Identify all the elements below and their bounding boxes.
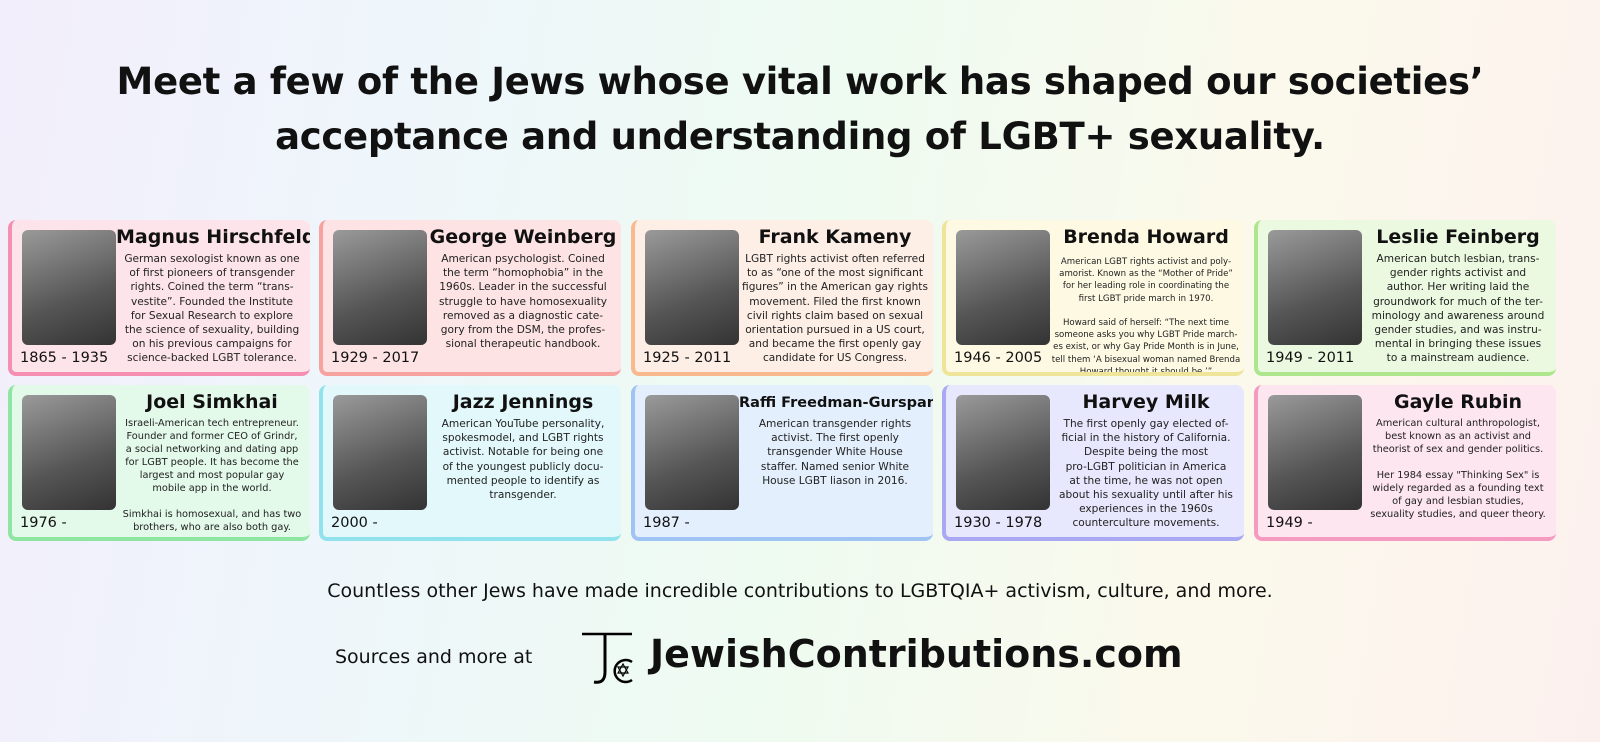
- page-title: Meet a few of the Jews whose vital work …: [0, 54, 1600, 164]
- portrait-photo: [645, 230, 739, 345]
- title-line-1: Meet a few of the Jews whose vital work …: [116, 60, 1484, 103]
- person-name: Joel Simkhai: [146, 391, 278, 413]
- person-years: 1930 - 1978: [954, 515, 1043, 531]
- person-description: The first openly gay elected of- ficial …: [1059, 418, 1233, 530]
- person-name: Frank Kameny: [758, 226, 912, 248]
- portrait-photo: [22, 230, 116, 345]
- person-card: Brenda Howard American LGBT rights activi…: [942, 220, 1244, 376]
- person-name: Brenda Howard: [1063, 226, 1229, 248]
- person-card: Gayle Rubin American cultural anthropolog…: [1254, 385, 1556, 541]
- person-years: 1865 - 1935: [20, 350, 109, 366]
- person-name: Harvey Milk: [1082, 391, 1210, 413]
- person-years: 1987 -: [643, 515, 690, 531]
- person-name: Gayle Rubin: [1393, 391, 1523, 413]
- person-name: Jazz Jennings: [452, 391, 594, 413]
- portrait-photo: [1268, 395, 1362, 510]
- person-description: Israeli-American tech entrepreneur. Foun…: [122, 418, 302, 533]
- person-card: Frank Kameny LGBT rights activist often r…: [631, 220, 933, 376]
- portrait-photo: [645, 395, 739, 510]
- person-card: Magnus Hirschfeld German sexologist known…: [8, 220, 310, 376]
- person-name: Raffi Freedman-Gurspan: [739, 395, 933, 411]
- person-card: Jazz Jennings American YouTube personalit…: [319, 385, 621, 541]
- person-years: 2000 -: [331, 515, 378, 531]
- person-years: 1976 -: [20, 515, 67, 531]
- person-description: American cultural anthropologist, best k…: [1370, 418, 1546, 520]
- person-card: Joel Simkhai Israeli-American tech entrep…: [8, 385, 310, 541]
- person-card: George Weinberg American psychologist. Co…: [319, 220, 621, 376]
- person-years: 1929 - 2017: [331, 350, 420, 366]
- person-description: LGBT rights activist often referred to a…: [742, 253, 928, 365]
- person-name: Magnus Hirschfeld: [116, 226, 310, 248]
- portrait-photo: [1268, 230, 1362, 345]
- portrait-photo: [956, 395, 1050, 510]
- sources-label: Sources and more at: [335, 646, 533, 668]
- person-description: American butch lesbian, trans- gender ri…: [1371, 253, 1545, 365]
- portrait-photo: [333, 230, 427, 345]
- person-description: American LGBT rights activist and poly- …: [1051, 257, 1241, 376]
- person-description: American YouTube personality, spokesmode…: [441, 418, 605, 502]
- person-card: Harvey Milk The first openly gay elected …: [942, 385, 1244, 541]
- person-name: Leslie Feinberg: [1376, 226, 1540, 248]
- site-link[interactable]: JewishContributions.com: [650, 632, 1183, 676]
- portrait-photo: [22, 395, 116, 510]
- jc-logo: [582, 632, 633, 684]
- person-years: 1949 -: [1266, 515, 1313, 531]
- person-description: German sexologist known as one of first …: [124, 253, 300, 365]
- person-card: Leslie Feinberg American butch lesbian, t…: [1254, 220, 1556, 376]
- portrait-photo: [333, 395, 427, 510]
- portrait-photo: [956, 230, 1050, 345]
- person-name: George Weinberg: [429, 226, 617, 248]
- person-years: 1925 - 2011: [643, 350, 732, 366]
- person-description: American transgender rights activist. Th…: [758, 418, 912, 487]
- title-line-2: acceptance and understanding of LGBT+ se…: [275, 115, 1325, 158]
- person-years: 1949 - 2011: [1266, 350, 1355, 366]
- person-description: American psychologist. Coined the term “…: [438, 253, 607, 351]
- person-card: Raffi Freedman-Gurspan American transgend…: [631, 385, 933, 541]
- person-years: 1946 - 2005: [954, 350, 1043, 366]
- footer-text: Countless other Jews have made incredibl…: [327, 580, 1273, 602]
